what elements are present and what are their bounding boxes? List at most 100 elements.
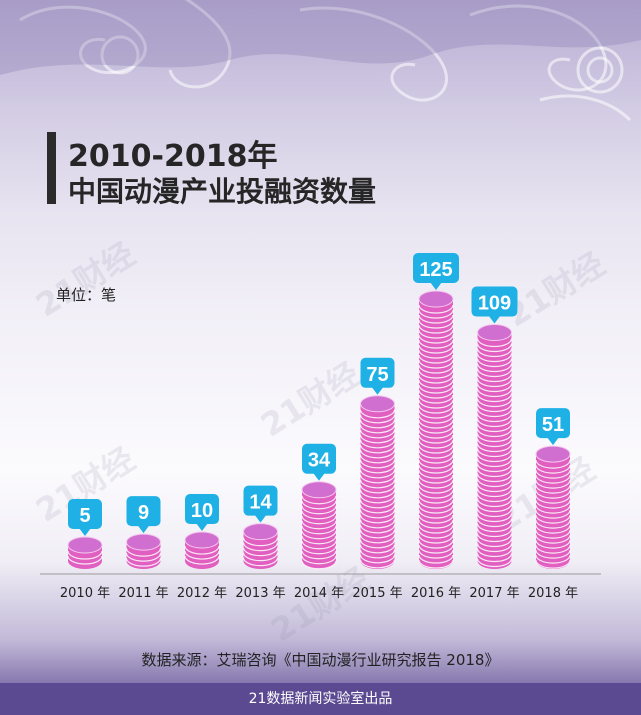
title-accent-bar [47,132,56,204]
coin-stripe [476,413,513,423]
bar-top [243,523,278,541]
coin-stripe [301,545,337,555]
coin-stripe [301,530,337,540]
coin-stripe [242,552,279,562]
coin-stripe [418,539,454,549]
coin-stripe [359,529,396,539]
coin-stripe [535,540,571,549]
coin-stripe [476,388,513,398]
coin-stripe [359,539,396,549]
coin-stripe [418,489,454,499]
data-label: 34 [302,443,336,481]
data-label-text: 10 [191,500,213,522]
x-tick-label: 2013 年 [235,586,285,601]
coin-stripe [418,524,454,534]
coin-stripe [535,470,571,479]
coin-stripe [418,464,454,474]
coin-stripe [476,473,513,483]
coin-stripe [535,475,571,484]
coin-stripe [476,468,513,478]
coin-stripe [418,514,454,524]
coin-stripe [418,419,454,429]
coin-stripe [418,429,454,439]
data-label-bg [68,499,102,529]
x-tick-label: 2010 年 [60,586,110,601]
coin-stripe [535,485,571,494]
coin-stripe [359,544,396,554]
coin-stripe [418,424,454,434]
data-label: 10 [185,494,219,532]
coin-stripe [359,509,396,519]
coin-stripe [418,534,454,544]
bar-top [360,395,395,413]
coin-stripe [476,403,513,413]
coin-stripe [476,458,513,468]
bar-stack [476,324,513,569]
data-label-bg [243,485,278,516]
data-label-text: 51 [542,414,564,436]
bar-top [184,531,220,549]
coin-stripe [242,537,279,547]
coin-stripe [359,524,396,534]
coin-stripe [418,384,454,394]
data-label: 109 [471,286,518,324]
x-tick-label: 2017 年 [469,586,519,601]
coin-stripe [418,374,454,384]
data-label-pointer [488,315,501,324]
coin-stripe [418,394,454,404]
data-label-text: 109 [478,293,511,315]
x-tick-label: 2018 年 [528,586,578,601]
coin-stripe [301,505,337,515]
coin-stripe [535,520,571,529]
bar-stack [418,290,454,569]
coin-stripe [476,393,513,403]
coin-stack-bar-chart: 5 2010 年 9 2011 年 10 2012 年 14 2013 年 34 2014 年 75… [40,253,601,601]
data-label: 14 [243,485,278,523]
coin-stripe [359,519,396,529]
x-tick-label: 2011 年 [118,586,168,601]
coin-stripe [476,533,513,543]
bar-stack [67,536,103,569]
coin-stripe [418,479,454,489]
coin-stripe [418,304,454,314]
coin-stripe [418,344,454,354]
coin-stripe [301,510,337,520]
coin-stripe [535,480,571,489]
coin-stripe [418,364,454,374]
data-label-pointer [313,472,325,481]
coin-stripe [418,499,454,509]
coin-stripe [125,553,162,562]
coin-stripe [418,454,454,464]
data-label-pointer [196,523,208,532]
coin-stripe [418,439,454,449]
bar-body [302,489,336,561]
coin-stripe [301,560,337,570]
coin-stripe [184,550,220,560]
coin-stripe [184,545,220,555]
coin-stripe [476,488,513,498]
data-label: 51 [536,408,570,446]
coin-stripe [476,373,513,383]
bar-stack [535,445,571,569]
coin-stripe [359,449,396,459]
coin-stripe [301,540,337,550]
coin-stripe [242,547,279,557]
coin-stripe [535,510,571,519]
bar-base [185,553,219,569]
coin-stripe [359,489,396,499]
bar-top [418,290,454,308]
chart-title-line1: 2010-2018年 [68,139,278,174]
coin-stripe [125,558,162,567]
data-label: 125 [413,253,459,290]
data-label-pointer [547,437,559,446]
coin-stripe [418,359,454,369]
coin-stripe [359,504,396,514]
data-label-bg [536,408,570,439]
bar-top [126,533,161,551]
coin-stripe [476,483,513,493]
coin-stripe [418,459,454,469]
coin-stripe [476,368,513,378]
data-label-text: 75 [366,364,388,386]
coin-stripe [476,508,513,518]
bar-stack [359,395,396,569]
